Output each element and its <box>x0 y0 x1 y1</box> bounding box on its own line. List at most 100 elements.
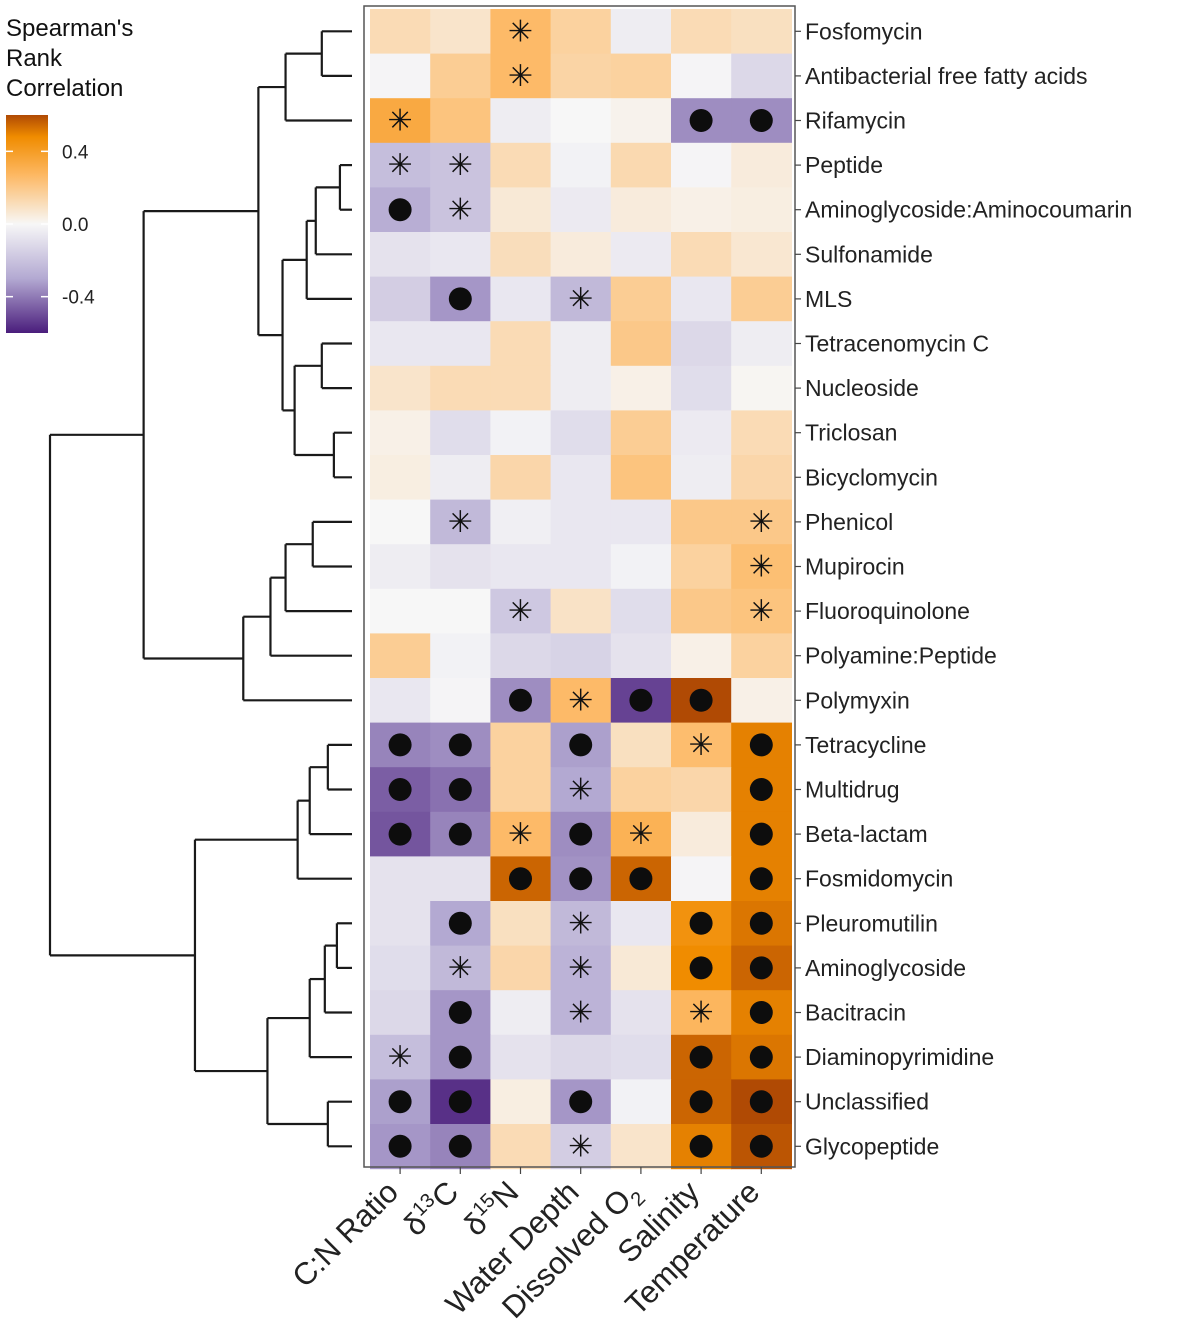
heatmap-cell <box>731 365 792 411</box>
heatmap-cell <box>490 945 552 991</box>
significance-dot <box>509 688 532 712</box>
heatmap-cell <box>671 410 732 456</box>
heatmap-cell <box>370 455 431 501</box>
significance-dot <box>749 778 773 801</box>
significance-star: ✳ <box>388 105 413 138</box>
significance-dot <box>509 867 532 891</box>
significance-star: ✳ <box>568 907 593 940</box>
heatmap-cell <box>731 499 792 545</box>
heatmap-cell <box>370 633 431 679</box>
heatmap-cell <box>370 588 431 634</box>
row-label: Bacitracin <box>805 1000 906 1026</box>
heatmap-cell <box>370 544 431 590</box>
heatmap-cell <box>370 499 431 545</box>
legend-title-line-1: Spearman's <box>6 15 133 42</box>
heatmap-cell <box>610 53 672 99</box>
heatmap-cell <box>610 901 672 947</box>
heatmap-cell <box>731 9 792 55</box>
heatmap-cell <box>671 767 732 813</box>
heatmap-cell <box>490 187 552 233</box>
heatmap-cell <box>370 856 431 902</box>
significance-star: ✳ <box>568 774 593 807</box>
significance-dot <box>448 1001 472 1024</box>
significance-dot <box>749 733 773 757</box>
heatmap-cell <box>610 321 672 367</box>
legend-tick-label: 0.0 <box>62 215 88 236</box>
heatmap-cell <box>731 455 792 501</box>
heatmap-cell <box>731 633 792 679</box>
heatmap-cell <box>731 187 792 233</box>
significance-star: ✳ <box>689 729 714 762</box>
heatmap-cell <box>550 901 612 947</box>
significance-dot <box>749 1045 773 1069</box>
heatmap-cell <box>370 232 431 278</box>
significance-star: ✳ <box>508 60 533 93</box>
heatmap-cell <box>550 365 612 411</box>
heatmap-cell <box>490 321 552 367</box>
heatmap-cell <box>610 811 672 857</box>
heatmap-cell <box>610 990 672 1036</box>
significance-dot <box>388 778 412 801</box>
heatmap-cell <box>370 901 431 947</box>
row-label: Aminoglycoside <box>805 955 966 981</box>
row-label: Fosfomycin <box>805 18 923 44</box>
legend-tick-label: -0.4 <box>62 288 95 309</box>
heatmap-cell <box>610 767 672 813</box>
column-label: δ13C <box>396 1173 465 1242</box>
heatmap-cell <box>490 276 552 322</box>
heatmap-cell <box>731 53 792 99</box>
heatmap-cell <box>430 678 491 724</box>
heatmap-cell <box>610 142 672 188</box>
row-label: MLS <box>805 286 852 312</box>
significance-dot <box>749 109 773 132</box>
significance-dot <box>448 733 472 757</box>
heatmap-cell <box>370 53 431 99</box>
heatmap-cell <box>550 767 612 813</box>
heatmap-cell <box>370 98 431 144</box>
heatmap-cell <box>490 142 552 188</box>
heatmap-cell <box>550 187 612 233</box>
significance-star: ✳ <box>628 818 653 851</box>
heatmap-cell <box>490 9 552 55</box>
heatmap-cell <box>490 544 552 590</box>
significance-dot <box>388 1134 412 1158</box>
row-label: Peptide <box>805 152 883 178</box>
significance-star: ✳ <box>508 595 533 628</box>
heatmap-cell <box>610 232 672 278</box>
heatmap-cell <box>490 410 552 456</box>
heatmap-cell <box>430 856 491 902</box>
heatmap-cell <box>550 232 612 278</box>
heatmap-cell <box>430 321 491 367</box>
heatmap-cell <box>550 499 612 545</box>
significance-star: ✳ <box>448 506 473 539</box>
heatmap-cell <box>490 811 552 857</box>
significance-dot <box>629 867 653 891</box>
significance-dot <box>689 956 713 980</box>
heatmap-cell <box>550 455 612 501</box>
significance-dot <box>388 733 412 757</box>
heatmap-cell <box>370 276 431 322</box>
heatmap-cell <box>490 588 552 634</box>
heatmap-cell <box>490 499 552 545</box>
heatmap-cell <box>610 9 672 55</box>
significance-star: ✳ <box>388 1041 413 1074</box>
significance-star: ✳ <box>749 551 774 584</box>
row-labels: Fosfomycin Antibacterial free fatty acids… <box>795 18 1132 1159</box>
heatmap-cell <box>610 455 672 501</box>
heatmap-cell <box>610 410 672 456</box>
row-label: Glycopeptide <box>805 1133 939 1159</box>
heatmap-cell <box>671 9 732 55</box>
heatmap-cell <box>490 1034 552 1080</box>
significance-star: ✳ <box>508 15 533 48</box>
significance-dot <box>749 956 773 980</box>
heatmap-cell <box>550 9 612 55</box>
significance-dot <box>689 1134 713 1158</box>
heatmap-cell <box>490 722 552 768</box>
heatmap-cell <box>550 1124 612 1170</box>
heatmap-cell <box>430 9 491 55</box>
heatmap-cell <box>430 499 491 545</box>
row-label: Diaminopyrimidine <box>805 1044 994 1070</box>
row-label: Tetracycline <box>805 732 926 758</box>
heatmap-cell <box>671 811 732 857</box>
significance-dot <box>448 911 472 935</box>
